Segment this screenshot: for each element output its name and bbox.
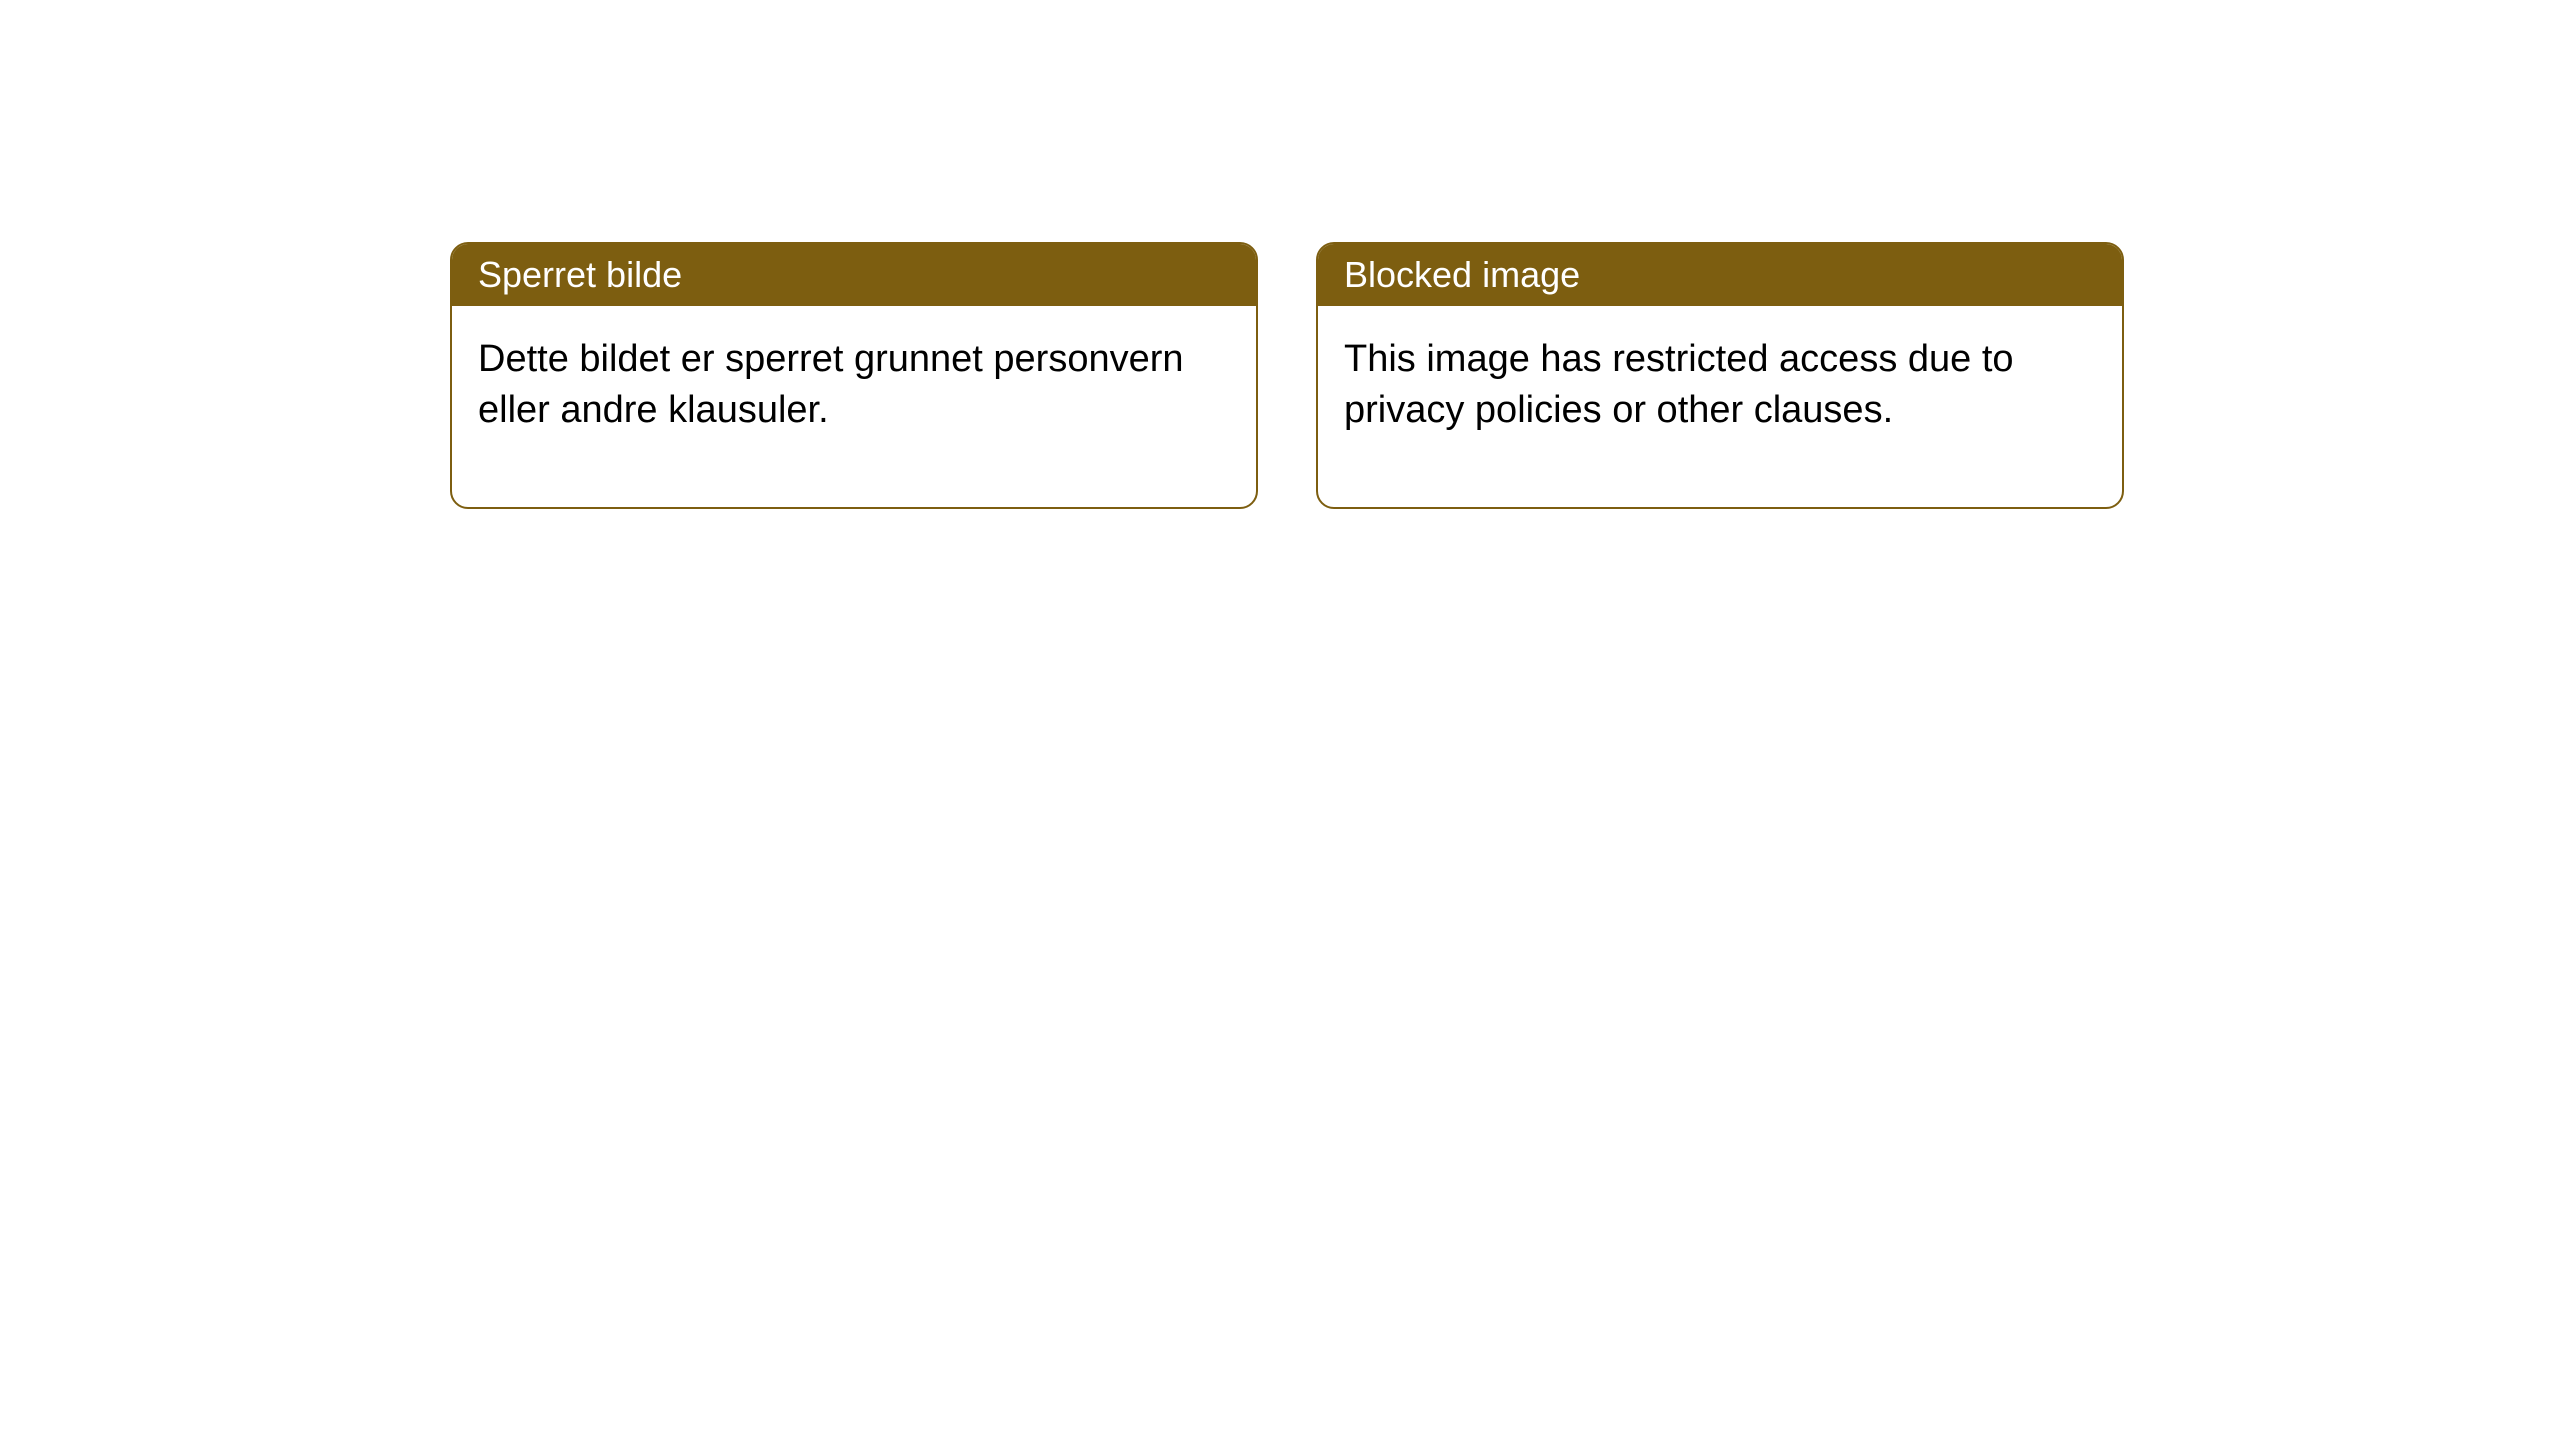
- card-header: Blocked image: [1318, 244, 2122, 306]
- card-norwegian: Sperret bilde Dette bildet er sperret gr…: [450, 242, 1258, 509]
- card-title: Sperret bilde: [478, 254, 682, 295]
- card-body: Dette bildet er sperret grunnet personve…: [452, 306, 1256, 507]
- card-body: This image has restricted access due to …: [1318, 306, 2122, 507]
- card-title: Blocked image: [1344, 254, 1580, 295]
- card-message: Dette bildet er sperret grunnet personve…: [478, 338, 1184, 431]
- card-message: This image has restricted access due to …: [1344, 338, 2014, 431]
- card-header: Sperret bilde: [452, 244, 1256, 306]
- card-english: Blocked image This image has restricted …: [1316, 242, 2124, 509]
- cards-container: Sperret bilde Dette bildet er sperret gr…: [450, 242, 2124, 509]
